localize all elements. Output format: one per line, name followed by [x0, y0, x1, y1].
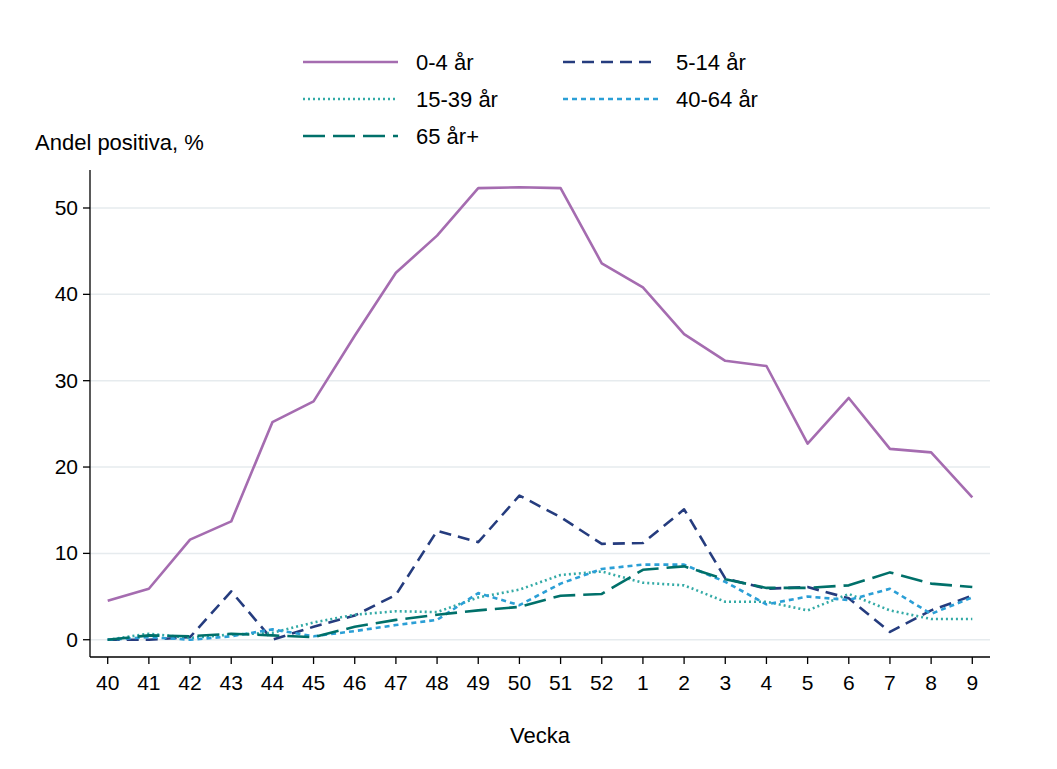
- y-tick-label: 20: [55, 455, 78, 478]
- legend-swatch: [563, 61, 658, 64]
- x-tick-label: 7: [884, 671, 896, 694]
- x-tick-label: 8: [925, 671, 937, 694]
- x-tick-label: 45: [302, 671, 325, 694]
- x-tick-label: 47: [384, 671, 407, 694]
- series-line: [108, 496, 973, 640]
- x-tick: [436, 657, 437, 664]
- x-tick-label: 51: [549, 671, 572, 694]
- x-tick: [395, 657, 396, 664]
- x-tick: [807, 657, 808, 664]
- x-tick: [560, 657, 561, 664]
- y-tick-label: 30: [55, 369, 78, 392]
- x-axis-label: Vecka: [510, 723, 571, 748]
- series-line: [108, 566, 973, 639]
- chart: 0102030405040414243444546474849505152123…: [0, 0, 1057, 769]
- x-tick: [972, 657, 973, 664]
- plot-area: [108, 187, 973, 639]
- x-tick-label: 41: [137, 671, 160, 694]
- y-tick-label: 10: [55, 541, 78, 564]
- legend-swatch: [563, 98, 658, 101]
- x-tick: [642, 657, 643, 664]
- series-line: [108, 187, 973, 601]
- y-tick: [83, 466, 90, 467]
- legend-swatch: [303, 98, 398, 101]
- x-tick-label: 1: [637, 671, 649, 694]
- x-tick: [848, 657, 849, 664]
- y-tick: [83, 380, 90, 381]
- x-tick-label: 5: [802, 671, 814, 694]
- x-tick: [683, 657, 684, 664]
- x-tick: [519, 657, 520, 664]
- x-tick-label: 52: [590, 671, 613, 694]
- y-tick: [83, 553, 90, 554]
- legend-label: 65 år+: [416, 124, 479, 149]
- grid-line: [90, 553, 990, 555]
- legend-label: 0-4 år: [416, 50, 473, 75]
- x-tick: [231, 657, 232, 664]
- x-tick: [148, 657, 149, 664]
- x-tick-label: 3: [719, 671, 731, 694]
- x-tick: [601, 657, 602, 664]
- y-tick: [83, 294, 90, 295]
- x-axis: [90, 656, 990, 657]
- grid-line: [90, 207, 990, 209]
- legend-label: 40-64 år: [676, 87, 758, 112]
- x-tick-label: 50: [508, 671, 531, 694]
- series-line: [108, 572, 973, 640]
- y-tick: [83, 207, 90, 208]
- x-tick-label: 2: [678, 671, 690, 694]
- x-tick: [766, 657, 767, 664]
- x-tick-label: 9: [966, 671, 978, 694]
- x-tick-label: 49: [467, 671, 490, 694]
- x-tick-label: 43: [220, 671, 243, 694]
- x-tick: [354, 657, 355, 664]
- grid-line: [90, 380, 990, 382]
- x-tick-label: 42: [178, 671, 201, 694]
- grid-line: [90, 466, 990, 468]
- x-tick: [478, 657, 479, 664]
- x-tick-label: 48: [425, 671, 448, 694]
- x-tick: [725, 657, 726, 664]
- x-tick-label: 6: [843, 671, 855, 694]
- legend-label: 5-14 år: [676, 50, 746, 75]
- x-tick-label: 46: [343, 671, 366, 694]
- y-tick-label: 40: [55, 282, 78, 305]
- grid-line: [90, 639, 990, 641]
- grid-line: [90, 294, 990, 296]
- x-tick-label: 40: [96, 671, 119, 694]
- legend-swatch: [303, 61, 398, 64]
- x-tick: [930, 657, 931, 664]
- y-axis-label: Andel positiva, %: [35, 130, 204, 155]
- y-tick-label: 50: [55, 196, 78, 219]
- y-tick: [83, 639, 90, 640]
- x-tick: [889, 657, 890, 664]
- legend-label: 15-39 år: [416, 87, 498, 112]
- x-tick: [107, 657, 108, 664]
- x-tick-label: 4: [761, 671, 773, 694]
- y-axis: [89, 170, 90, 657]
- series-line: [108, 565, 973, 640]
- y-tick-label: 0: [66, 628, 78, 651]
- legend-swatch: [303, 135, 398, 138]
- x-tick-label: 44: [261, 671, 285, 694]
- x-tick: [272, 657, 273, 664]
- x-tick: [313, 657, 314, 664]
- x-tick: [189, 657, 190, 664]
